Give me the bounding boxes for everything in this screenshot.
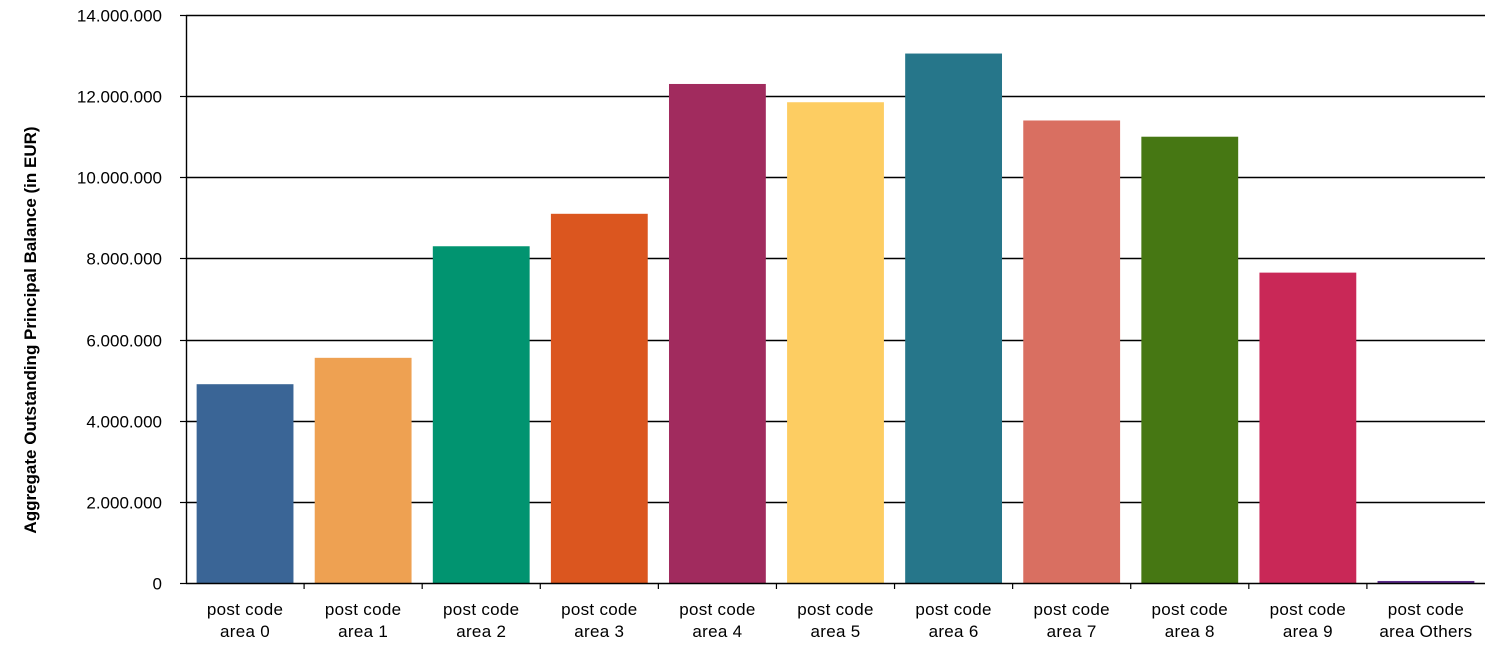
x-tick-label: post code bbox=[325, 600, 401, 619]
y-tick-label: 0 bbox=[153, 575, 162, 594]
x-tick-label: post code bbox=[443, 600, 519, 619]
x-tick-label: area Others bbox=[1379, 622, 1472, 641]
bar bbox=[905, 53, 1003, 584]
x-tick-label: post code bbox=[1152, 600, 1228, 619]
x-tick-label: post code bbox=[797, 600, 873, 619]
bar bbox=[787, 102, 884, 583]
bars bbox=[196, 53, 1475, 584]
bar bbox=[1023, 120, 1121, 583]
y-tick-label: 12.000.000 bbox=[77, 88, 162, 107]
x-tick-label: area 5 bbox=[810, 622, 860, 641]
y-tick-label: 4.000.000 bbox=[86, 413, 162, 432]
x-tick-labels: post code area 0 post code area 1 post code a… bbox=[207, 583, 1472, 641]
x-tick-label: area 9 bbox=[1283, 622, 1333, 641]
x-tick-label: area 4 bbox=[692, 622, 742, 641]
x-tick-label: post code bbox=[561, 600, 637, 619]
bar bbox=[668, 83, 766, 583]
x-tick-label: post code bbox=[207, 600, 283, 619]
x-tick-label: post code bbox=[915, 600, 991, 619]
y-tick-label: 2.000.000 bbox=[86, 494, 162, 513]
bar bbox=[196, 384, 294, 583]
y-tick-label: 6.000.000 bbox=[86, 332, 162, 351]
x-tick-label: post code bbox=[1388, 600, 1464, 619]
x-tick-label: post code bbox=[1033, 600, 1109, 619]
x-tick-label: area 3 bbox=[574, 622, 624, 641]
x-tick-label: area 2 bbox=[456, 622, 506, 641]
x-tick-label: area 1 bbox=[338, 622, 388, 641]
y-tick-label: 14.000.000 bbox=[77, 7, 162, 26]
x-tick-label: area 7 bbox=[1047, 622, 1097, 641]
y-tick-label: 10.000.000 bbox=[77, 169, 162, 188]
bar bbox=[1141, 136, 1239, 583]
bar bbox=[550, 213, 648, 584]
axes bbox=[185, 15, 1485, 585]
bar bbox=[1377, 580, 1475, 583]
bar bbox=[432, 246, 530, 583]
bar bbox=[1259, 272, 1357, 583]
x-tick-label: area 0 bbox=[220, 622, 270, 641]
x-tick-label: post code bbox=[679, 600, 755, 619]
x-tick-label: area 8 bbox=[1165, 622, 1215, 641]
bar bbox=[314, 357, 412, 583]
x-tick-label: area 6 bbox=[929, 622, 979, 641]
y-axis-label: Aggregate Outstanding Principal Balance … bbox=[21, 126, 40, 533]
y-tick-labels: 0 2.000.000 4.000.000 6.000.000 8.000.000 10.… bbox=[77, 7, 186, 594]
x-tick-label: post code bbox=[1270, 600, 1346, 619]
y-tick-label: 8.000.000 bbox=[86, 250, 162, 269]
